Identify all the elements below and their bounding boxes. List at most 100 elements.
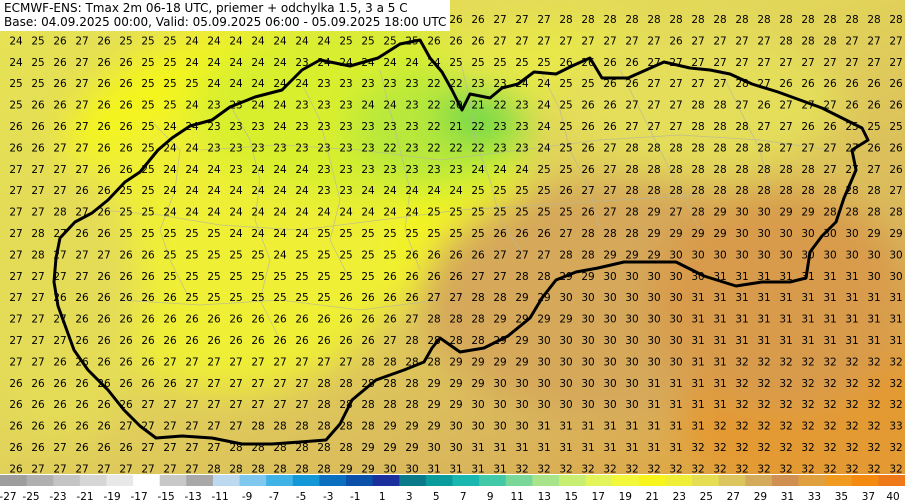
temperature-value: 26 bbox=[75, 314, 89, 326]
legend-tick-label: 5 bbox=[433, 491, 440, 503]
temperature-value: 26 bbox=[339, 292, 353, 304]
temperature-value: 24 bbox=[295, 78, 309, 90]
temperature-value: 26 bbox=[339, 335, 353, 347]
temperature-value: 30 bbox=[383, 463, 396, 474]
temperature-value: 30 bbox=[581, 356, 594, 368]
temperature-value: 25 bbox=[383, 35, 396, 47]
temperature-value: 28 bbox=[339, 421, 352, 433]
temperature-value: 28 bbox=[273, 442, 286, 454]
temperature-value: 26 bbox=[889, 142, 903, 154]
temperature-value: 27 bbox=[713, 35, 726, 47]
temperature-value: 31 bbox=[537, 421, 550, 433]
temperature-value: 24 bbox=[207, 35, 221, 47]
temperature-value: 27 bbox=[97, 249, 110, 261]
legend-swatch bbox=[319, 475, 347, 486]
temperature-value: 28 bbox=[625, 185, 638, 197]
temperature-value: 26 bbox=[559, 185, 573, 197]
temperature-value: 26 bbox=[75, 228, 89, 240]
temperature-value: 29 bbox=[383, 442, 396, 454]
temperature-value: 26 bbox=[449, 271, 463, 283]
temperature-value: 30 bbox=[559, 378, 572, 390]
temperature-value: 26 bbox=[603, 121, 617, 133]
temperature-value: 32 bbox=[823, 421, 836, 433]
temperature-value: 29 bbox=[449, 356, 462, 368]
temperature-value: 25 bbox=[537, 164, 550, 176]
temperature-value: 26 bbox=[471, 35, 485, 47]
temperature-value: 26 bbox=[97, 228, 111, 240]
temperature-value: 28 bbox=[361, 378, 374, 390]
temperature-value: 25 bbox=[163, 57, 176, 69]
temperature-value: 31 bbox=[867, 314, 880, 326]
temperature-value: 23 bbox=[339, 100, 352, 112]
temperature-value: 24 bbox=[383, 185, 397, 197]
temperature-value: 28 bbox=[317, 399, 330, 411]
temperature-value: 24 bbox=[163, 142, 177, 154]
temperature-value: 28 bbox=[31, 228, 44, 240]
temperature-value: 28 bbox=[647, 14, 660, 26]
temperature-value: 28 bbox=[691, 100, 704, 112]
temperature-value: 26 bbox=[119, 164, 133, 176]
temperature-value: 27 bbox=[713, 78, 726, 90]
temperature-value: 25 bbox=[581, 78, 594, 90]
temperature-value: 24 bbox=[9, 57, 23, 69]
temperature-value: 27 bbox=[273, 399, 286, 411]
temperature-value: 27 bbox=[251, 356, 264, 368]
temperature-value: 27 bbox=[779, 100, 792, 112]
temperature-value: 27 bbox=[31, 335, 44, 347]
temperature-value: 24 bbox=[383, 57, 397, 69]
temperature-value: 25 bbox=[493, 207, 506, 219]
temperature-value: 23 bbox=[251, 142, 264, 154]
temperature-value: 26 bbox=[53, 378, 67, 390]
temperature-value: 24 bbox=[427, 185, 441, 197]
temperature-value: 24 bbox=[185, 57, 199, 69]
temperature-value: 28 bbox=[625, 142, 638, 154]
temperature-value: 30 bbox=[581, 292, 594, 304]
temperature-value: 28 bbox=[735, 14, 748, 26]
temperature-value: 26 bbox=[603, 100, 617, 112]
temperature-value: 27 bbox=[9, 335, 22, 347]
temperature-value: 26 bbox=[405, 271, 419, 283]
temperature-value: 27 bbox=[625, 121, 638, 133]
temperature-value: 27 bbox=[889, 57, 902, 69]
temperature-value: 23 bbox=[383, 121, 396, 133]
temperature-value: 28 bbox=[735, 78, 748, 90]
temperature-value: 28 bbox=[229, 442, 242, 454]
temperature-value: 26 bbox=[31, 442, 45, 454]
temperature-value: 24 bbox=[273, 185, 287, 197]
temperature-value: 29 bbox=[471, 356, 484, 368]
temperature-value: 28 bbox=[471, 292, 484, 304]
temperature-value: 27 bbox=[9, 228, 22, 240]
temperature-value: 25 bbox=[9, 100, 22, 112]
temperature-value: 25 bbox=[229, 249, 242, 261]
temperature-value: 27 bbox=[141, 399, 154, 411]
temperature-value: 27 bbox=[31, 207, 44, 219]
temperature-value: 25 bbox=[449, 207, 462, 219]
temperature-value: 26 bbox=[53, 421, 67, 433]
temperature-value: 27 bbox=[669, 207, 682, 219]
temperature-value: 23 bbox=[339, 185, 352, 197]
temperature-value: 31 bbox=[801, 292, 814, 304]
temperature-value: 30 bbox=[581, 335, 594, 347]
temperature-value: 28 bbox=[823, 207, 836, 219]
temperature-value: 27 bbox=[31, 185, 44, 197]
temperature-value: 26 bbox=[537, 228, 551, 240]
temperature-value: 24 bbox=[185, 35, 199, 47]
temperature-value: 28 bbox=[361, 356, 374, 368]
temperature-value: 26 bbox=[141, 314, 155, 326]
temperature-value: 31 bbox=[471, 463, 484, 474]
temperature-value: 27 bbox=[493, 271, 506, 283]
temperature-value: 32 bbox=[713, 421, 726, 433]
temperature-value: 28 bbox=[845, 207, 858, 219]
temperature-value: 30 bbox=[757, 249, 770, 261]
temperature-value: 22 bbox=[427, 78, 440, 90]
temperature-value: 26 bbox=[119, 57, 133, 69]
temperature-value: 28 bbox=[603, 14, 616, 26]
temperature-value: 30 bbox=[427, 442, 440, 454]
temperature-value: 28 bbox=[405, 356, 418, 368]
temperature-value: 29 bbox=[515, 314, 528, 326]
legend-swatch bbox=[505, 475, 533, 486]
temperature-value: 27 bbox=[185, 421, 198, 433]
temperature-value: 25 bbox=[119, 207, 132, 219]
temperature-value: 26 bbox=[581, 57, 595, 69]
temperature-value: 27 bbox=[757, 78, 770, 90]
